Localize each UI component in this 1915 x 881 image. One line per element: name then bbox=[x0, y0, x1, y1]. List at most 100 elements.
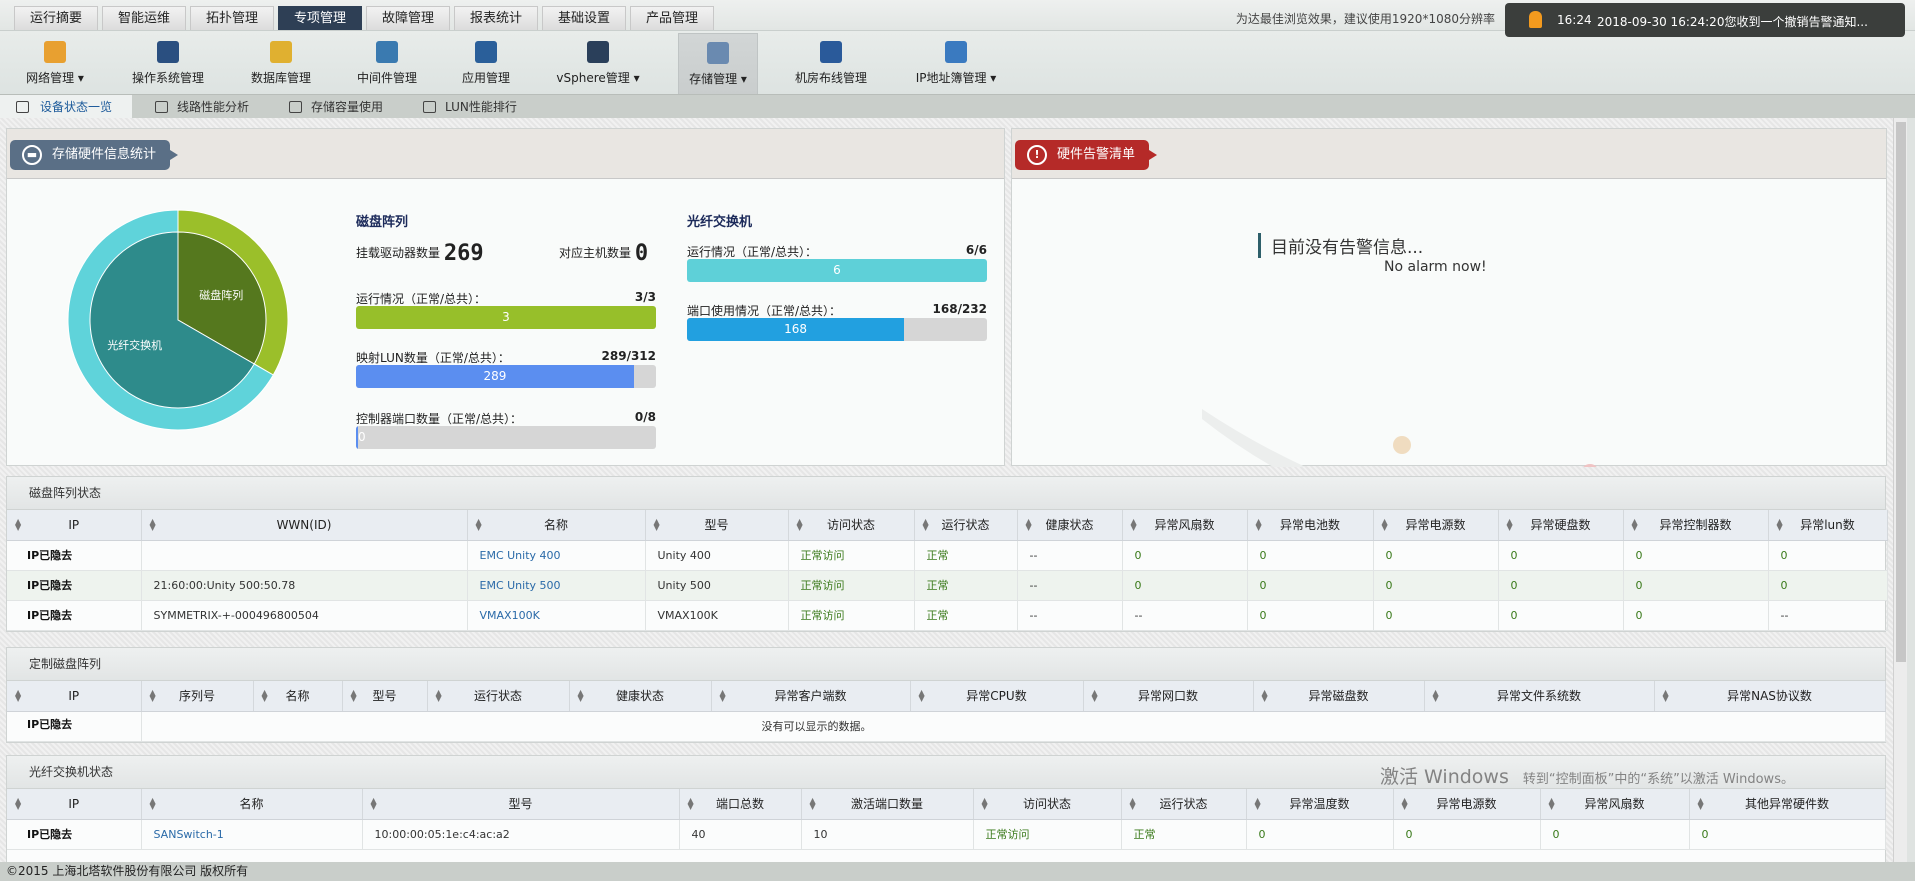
column-header[interactable]: ▲ ▼ IP bbox=[7, 681, 142, 712]
sort-icon[interactable]: ▲ ▼ bbox=[981, 796, 988, 811]
sort-icon[interactable]: ▲ ▼ bbox=[719, 688, 726, 703]
table-cell[interactable]: EMC Unity 400 bbox=[467, 540, 646, 571]
column-header[interactable]: ▲ ▼ 异常文件系统数 bbox=[1424, 681, 1655, 712]
sort-icon[interactable]: ▲ ▼ bbox=[1506, 517, 1513, 532]
top-tab[interactable]: 基础设置 bbox=[542, 6, 626, 30]
column-header[interactable]: ▲ ▼ 名称 bbox=[141, 789, 363, 820]
sort-icon[interactable]: ▲ ▼ bbox=[1254, 796, 1261, 811]
sort-icon[interactable]: ▲ ▼ bbox=[350, 688, 357, 703]
column-header[interactable]: ▲ ▼ 异常风扇数 bbox=[1122, 510, 1248, 541]
column-header[interactable]: ▲ ▼ 型号 bbox=[362, 789, 680, 820]
vertical-scrollbar[interactable] bbox=[1893, 118, 1907, 862]
column-header[interactable]: ▲ ▼ WWN(ID) bbox=[141, 510, 468, 541]
column-header[interactable]: ▲ ▼ 异常控制器数 bbox=[1623, 510, 1769, 541]
column-header[interactable]: ▲ ▼ 异常温度数 bbox=[1246, 789, 1394, 820]
sort-icon[interactable]: ▲ ▼ bbox=[687, 796, 694, 811]
sub-tab[interactable]: 线路性能分析 bbox=[147, 95, 259, 119]
sort-icon[interactable]: ▲ ▼ bbox=[15, 688, 22, 703]
column-header[interactable]: ▲ ▼ 激活端口数量 bbox=[801, 789, 974, 820]
module-nav-item[interactable]: IP地址簿管理 ▾ bbox=[906, 33, 1006, 95]
top-tab[interactable]: 专项管理 bbox=[278, 6, 362, 30]
sort-icon[interactable]: ▲ ▼ bbox=[370, 796, 377, 811]
column-header[interactable]: ▲ ▼ 运行状态 bbox=[427, 681, 570, 712]
top-tab[interactable]: 报表统计 bbox=[454, 6, 538, 30]
top-tab[interactable]: 运行摘要 bbox=[14, 6, 98, 30]
sort-icon[interactable]: ▲ ▼ bbox=[1662, 688, 1669, 703]
column-header[interactable]: ▲ ▼ 异常NAS协议数 bbox=[1654, 681, 1886, 712]
sort-icon[interactable]: ▲ ▼ bbox=[918, 688, 925, 703]
column-header[interactable]: ▲ ▼ 端口总数 bbox=[679, 789, 802, 820]
sort-icon[interactable]: ▲ ▼ bbox=[1432, 688, 1439, 703]
table-cell[interactable]: EMC Unity 500 bbox=[467, 570, 646, 601]
column-header[interactable]: ▲ ▼ 健康状态 bbox=[569, 681, 712, 712]
pie-slice[interactable] bbox=[177, 231, 267, 365]
sort-icon[interactable]: ▲ ▼ bbox=[149, 688, 156, 703]
sort-icon[interactable]: ▲ ▼ bbox=[1130, 517, 1137, 532]
column-header[interactable]: ▲ ▼ 健康状态 bbox=[1017, 510, 1123, 541]
module-nav-item[interactable]: vSphere管理 ▾ bbox=[548, 33, 648, 95]
column-header[interactable]: ▲ ▼ 名称 bbox=[253, 681, 343, 712]
column-header[interactable]: ▲ ▼ 异常客户端数 bbox=[711, 681, 911, 712]
sort-icon[interactable]: ▲ ▼ bbox=[1091, 688, 1098, 703]
sort-icon[interactable]: ▲ ▼ bbox=[1129, 796, 1136, 811]
column-header[interactable]: ▲ ▼ 运行状态 bbox=[914, 510, 1018, 541]
column-header[interactable]: ▲ ▼ 名称 bbox=[467, 510, 646, 541]
top-tab[interactable]: 产品管理 bbox=[630, 6, 714, 30]
scrollbar-thumb[interactable] bbox=[1896, 122, 1906, 662]
pie-slice[interactable] bbox=[89, 231, 255, 409]
sort-icon[interactable]: ▲ ▼ bbox=[796, 517, 803, 532]
column-header[interactable]: ▲ ▼ 异常网口数 bbox=[1083, 681, 1254, 712]
column-header[interactable]: ▲ ▼ IP bbox=[7, 789, 142, 820]
table-cell[interactable]: SANSwitch-1 bbox=[141, 819, 363, 850]
module-nav-item[interactable]: 网络管理 ▾ bbox=[5, 33, 105, 95]
column-header[interactable]: ▲ ▼ 序列号 bbox=[141, 681, 254, 712]
top-tab[interactable]: 拓扑管理 bbox=[190, 6, 274, 30]
sort-icon[interactable]: ▲ ▼ bbox=[577, 688, 584, 703]
alarm-notification-toast[interactable]: 16:24 2018-09-30 16:24:20您收到一个撤销告警通知... bbox=[1505, 3, 1905, 37]
sort-icon[interactable]: ▲ ▼ bbox=[475, 517, 482, 532]
column-header[interactable]: ▲ ▼ 异常CPU数 bbox=[910, 681, 1084, 712]
column-header[interactable]: ▲ ▼ 异常硬盘数 bbox=[1498, 510, 1624, 541]
sort-icon[interactable]: ▲ ▼ bbox=[1631, 517, 1638, 532]
column-header[interactable]: ▲ ▼ 异常电池数 bbox=[1247, 510, 1374, 541]
sort-icon[interactable]: ▲ ▼ bbox=[15, 517, 22, 532]
sub-tab[interactable]: 设备状态一览 bbox=[0, 95, 132, 119]
sort-icon[interactable]: ▲ ▼ bbox=[149, 517, 156, 532]
sort-icon[interactable]: ▲ ▼ bbox=[1548, 796, 1555, 811]
column-header[interactable]: ▲ ▼ 访问状态 bbox=[973, 789, 1122, 820]
sub-tab[interactable]: 存储容量使用 bbox=[281, 95, 393, 119]
sort-icon[interactable]: ▲ ▼ bbox=[261, 688, 268, 703]
module-nav-item[interactable]: 应用管理 bbox=[436, 33, 536, 95]
column-header[interactable]: ▲ ▼ 型号 bbox=[342, 681, 428, 712]
sort-icon[interactable]: ▲ ▼ bbox=[1025, 517, 1032, 532]
module-nav-item[interactable]: 数据库管理 bbox=[231, 33, 331, 95]
module-nav-item[interactable]: 存储管理 ▾ bbox=[678, 33, 758, 95]
sort-icon[interactable]: ▲ ▼ bbox=[1401, 796, 1408, 811]
column-header[interactable]: ▲ ▼ 型号 bbox=[645, 510, 789, 541]
sort-icon[interactable]: ▲ ▼ bbox=[1697, 796, 1704, 811]
sort-icon[interactable]: ▲ ▼ bbox=[1255, 517, 1262, 532]
module-nav-item[interactable]: 机房布线管理 bbox=[781, 33, 881, 95]
sort-icon[interactable]: ▲ ▼ bbox=[435, 688, 442, 703]
top-tab[interactable]: 智能运维 bbox=[102, 6, 186, 30]
column-header[interactable]: ▲ ▼ 异常电源数 bbox=[1393, 789, 1541, 820]
column-header[interactable]: ▲ ▼ 异常磁盘数 bbox=[1253, 681, 1425, 712]
column-header[interactable]: ▲ ▼ 异常电源数 bbox=[1373, 510, 1499, 541]
column-header[interactable]: ▲ ▼ 其他异常硬件数 bbox=[1689, 789, 1886, 820]
sort-icon[interactable]: ▲ ▼ bbox=[809, 796, 816, 811]
sort-icon[interactable]: ▲ ▼ bbox=[653, 517, 660, 532]
module-nav-item[interactable]: 操作系统管理 bbox=[118, 33, 218, 95]
column-header[interactable]: ▲ ▼ 运行状态 bbox=[1121, 789, 1247, 820]
sort-icon[interactable]: ▲ ▼ bbox=[922, 517, 929, 532]
column-header[interactable]: ▲ ▼ 异常风扇数 bbox=[1540, 789, 1690, 820]
column-header[interactable]: ▲ ▼ IP bbox=[7, 510, 142, 541]
sort-icon[interactable]: ▲ ▼ bbox=[1261, 688, 1268, 703]
module-nav-item[interactable]: 中间件管理 bbox=[337, 33, 437, 95]
sort-icon[interactable]: ▲ ▼ bbox=[149, 796, 156, 811]
top-tab[interactable]: 故障管理 bbox=[366, 6, 450, 30]
sub-tab[interactable]: LUN性能排行 bbox=[415, 95, 525, 119]
column-header[interactable]: ▲ ▼ 异常lun数 bbox=[1768, 510, 1888, 541]
column-header[interactable]: ▲ ▼ 访问状态 bbox=[788, 510, 915, 541]
sort-icon[interactable]: ▲ ▼ bbox=[15, 796, 22, 811]
table-cell[interactable]: VMAX100K bbox=[467, 600, 646, 631]
